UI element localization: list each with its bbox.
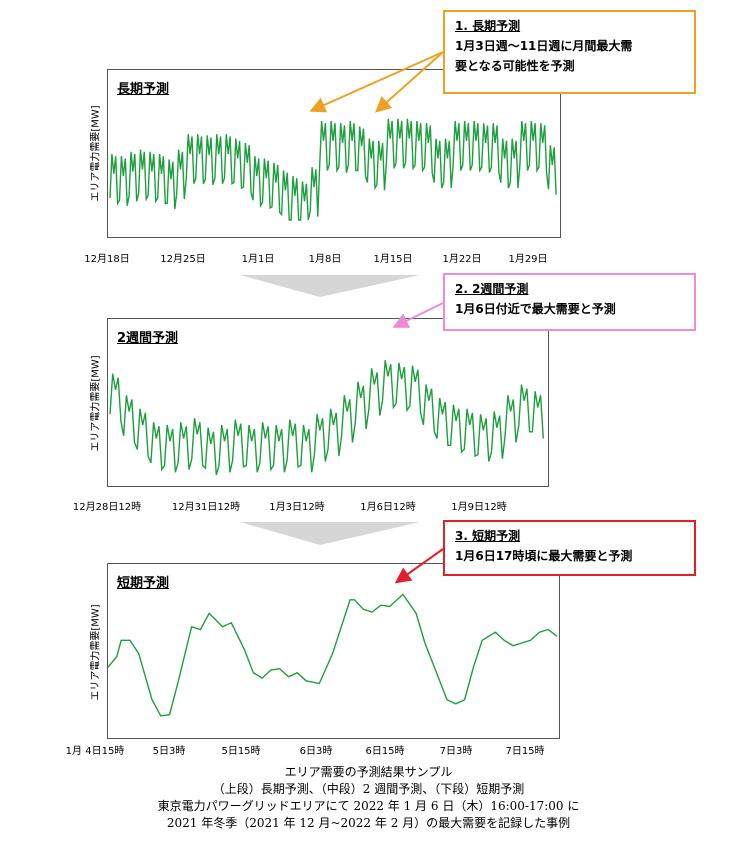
y-axis-label: エリア電力需要[MW] <box>90 105 102 202</box>
long-term-panel: 長期予測 <box>107 69 561 238</box>
y-axis-label: エリア電力需要[MW] <box>90 355 102 452</box>
x-tick-label: 5日3時 <box>152 746 186 757</box>
panel-title: 長期予測 <box>117 82 170 97</box>
short-term-panel: 短期予測 <box>107 563 560 739</box>
long-term-series <box>109 118 557 221</box>
y-axis-label: エリア電力需要[MW] <box>90 604 102 701</box>
down-arrow-2 <box>240 522 420 545</box>
callout-long-term: 1. 長期予測 1月3日週～11日週に月間最大需 要となる可能性を予測 <box>443 10 696 94</box>
x-tick-label: 7日15時 <box>505 746 545 757</box>
long-term-plot <box>109 118 557 221</box>
panel-title: 短期予測 <box>117 576 170 591</box>
x-tick-label: 1月29日 <box>508 254 548 265</box>
x-tick-label: 1月3日12時 <box>269 502 325 513</box>
short-term-series <box>108 593 558 717</box>
x-tick-label: 1月15日 <box>373 254 413 265</box>
short-term-plot <box>108 593 558 717</box>
x-tick-label: 7日3時 <box>439 746 473 757</box>
callout-two-week: 2. 2週間予測 1月6日付近で最大需要と予測 <box>443 273 696 331</box>
x-tick-label: 12月31日12時 <box>171 502 241 513</box>
x-tick-label: 5日15時 <box>221 746 261 757</box>
x-tick-label: 1月9日12時 <box>451 502 507 513</box>
x-tick-label: 12月28日12時 <box>72 502 142 513</box>
x-tick-label: 1月22日 <box>442 254 482 265</box>
x-tick-label: 6日3時 <box>299 746 333 757</box>
panel-title: 2週間予測 <box>117 331 179 346</box>
down-arrow-1 <box>240 275 420 297</box>
two-week-panel: 2週間予測 <box>107 318 549 487</box>
x-tick-label: 6日15時 <box>365 746 405 757</box>
two-week-plot <box>109 360 544 476</box>
x-tick-label: 12月18日 <box>84 254 130 265</box>
x-tick-label: 12月25日 <box>160 254 206 265</box>
callout-short-term: 3. 短期予測 1月6日17時頃に最大需要と予測 <box>443 520 696 576</box>
x-tick-label: 1月6日12時 <box>360 502 416 513</box>
two-week-series <box>109 360 544 476</box>
x-tick-label: 1月8日 <box>308 254 342 265</box>
x-tick-label: 1月 4日15時 <box>65 746 125 757</box>
figure-caption: エリア需要の予測結果サンプル （上段）長期予測、（中段）2 週間予測、（下段）短… <box>157 765 580 830</box>
x-tick-label: 1月1日 <box>241 254 275 265</box>
